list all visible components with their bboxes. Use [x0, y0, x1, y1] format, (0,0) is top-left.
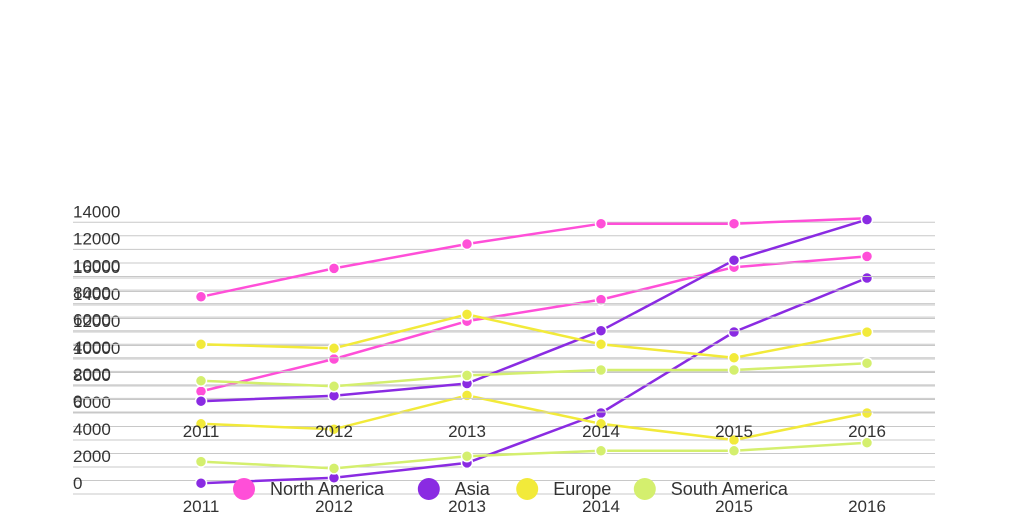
data-point-asia — [727, 325, 741, 339]
data-point-north-america — [727, 217, 741, 230]
series-line-asia — [200, 218, 868, 403]
data-point-north-america — [194, 290, 208, 304]
data-point-asia — [727, 253, 741, 267]
data-point-europe — [194, 338, 208, 351]
legend-label-north-america: North America — [270, 479, 385, 499]
data-point-europe — [860, 406, 874, 420]
legend-marker-europe — [516, 478, 539, 500]
data-point-south-america — [460, 449, 474, 463]
data-point-asia — [860, 213, 874, 226]
y-tick-label: 2000 — [73, 365, 111, 384]
data-point-europe — [194, 417, 208, 431]
series-line-asia — [200, 276, 868, 485]
series-line-south-america — [200, 441, 868, 470]
legend-marker-asia — [417, 478, 440, 500]
data-point-asia — [194, 476, 208, 490]
data-point-north-america — [327, 352, 341, 366]
data-point-south-america — [594, 444, 608, 458]
x-tick-label: 2011 — [183, 422, 220, 441]
y-tick-label: 12000 — [73, 229, 120, 248]
legend: North America Asia Europe South America — [233, 478, 789, 500]
y-tick-label: 14000 — [73, 202, 120, 221]
y-tick-label: 10000 — [73, 339, 120, 358]
data-point-europe — [327, 342, 341, 355]
x-tick-label: 2014 — [582, 497, 620, 512]
y-tick-label: 6000 — [73, 393, 111, 412]
data-point-asia — [194, 394, 208, 408]
data-point-south-america — [860, 436, 874, 449]
x-tick-label: 2014 — [582, 422, 620, 441]
legend-label-asia: Asia — [455, 479, 491, 499]
data-point-europe — [460, 308, 474, 321]
data-point-north-america — [594, 217, 608, 230]
y-tick-label: 0 — [73, 474, 82, 493]
data-point-south-america — [727, 363, 741, 377]
data-point-europe — [327, 422, 341, 436]
y-tick-label: 6000 — [73, 311, 111, 330]
data-point-europe — [727, 351, 741, 365]
data-point-south-america — [327, 380, 341, 393]
legend-marker-north-america — [233, 478, 255, 500]
data-point-north-america — [594, 293, 608, 306]
data-point-asia — [860, 271, 874, 285]
series-line-north-america — [200, 216, 868, 299]
legend-label-europe: Europe — [553, 479, 611, 499]
series-line-europe — [200, 394, 868, 442]
series-line-north-america — [200, 255, 868, 393]
data-point-europe — [860, 325, 874, 339]
data-point-south-america — [327, 462, 341, 475]
series-line-europe — [200, 313, 868, 360]
data-point-asia — [594, 406, 608, 420]
data-point-north-america — [860, 250, 874, 263]
y-tick-label: 4000 — [73, 338, 111, 357]
front-chart-layer: 0 2000 4000 6000 8000 10000 12000 14000 2011 2012… — [73, 202, 935, 441]
x-tick-label: 2015 — [715, 497, 753, 512]
data-point-europe — [594, 417, 608, 431]
x-tick-label: 2016 — [848, 422, 886, 441]
data-point-south-america — [860, 356, 874, 370]
data-point-europe — [460, 389, 474, 402]
x-tick-label: 2012 — [315, 497, 353, 512]
legend-label-south-america: South America — [671, 479, 789, 499]
data-point-south-america — [727, 444, 741, 458]
data-point-north-america — [327, 262, 341, 275]
x-tick-label: 2015 — [715, 422, 753, 441]
y-tick-label: 10000 — [73, 257, 120, 276]
y-tick-label: 0 — [73, 392, 82, 411]
data-point-europe — [594, 338, 608, 351]
x-tick-label: 2012 — [315, 422, 353, 441]
y-tick-label: 4000 — [73, 420, 111, 439]
data-point-south-america — [194, 455, 208, 468]
data-point-south-america — [460, 369, 474, 382]
y-tick-label: 8000 — [73, 366, 111, 385]
y-tick-label: 8000 — [73, 284, 111, 303]
data-point-asia — [594, 324, 608, 337]
y-tick-label: 2000 — [73, 447, 111, 466]
x-tick-label: 2013 — [448, 422, 486, 441]
data-point-south-america — [194, 374, 208, 388]
x-tick-label: 2016 — [848, 497, 886, 512]
data-point-south-america — [594, 363, 608, 377]
x-tick-label: 2011 — [183, 497, 220, 512]
data-point-north-america — [460, 237, 474, 251]
series-line-south-america — [200, 361, 868, 388]
x-tick-label: 2013 — [448, 497, 486, 512]
legend-marker-south-america — [633, 478, 656, 500]
